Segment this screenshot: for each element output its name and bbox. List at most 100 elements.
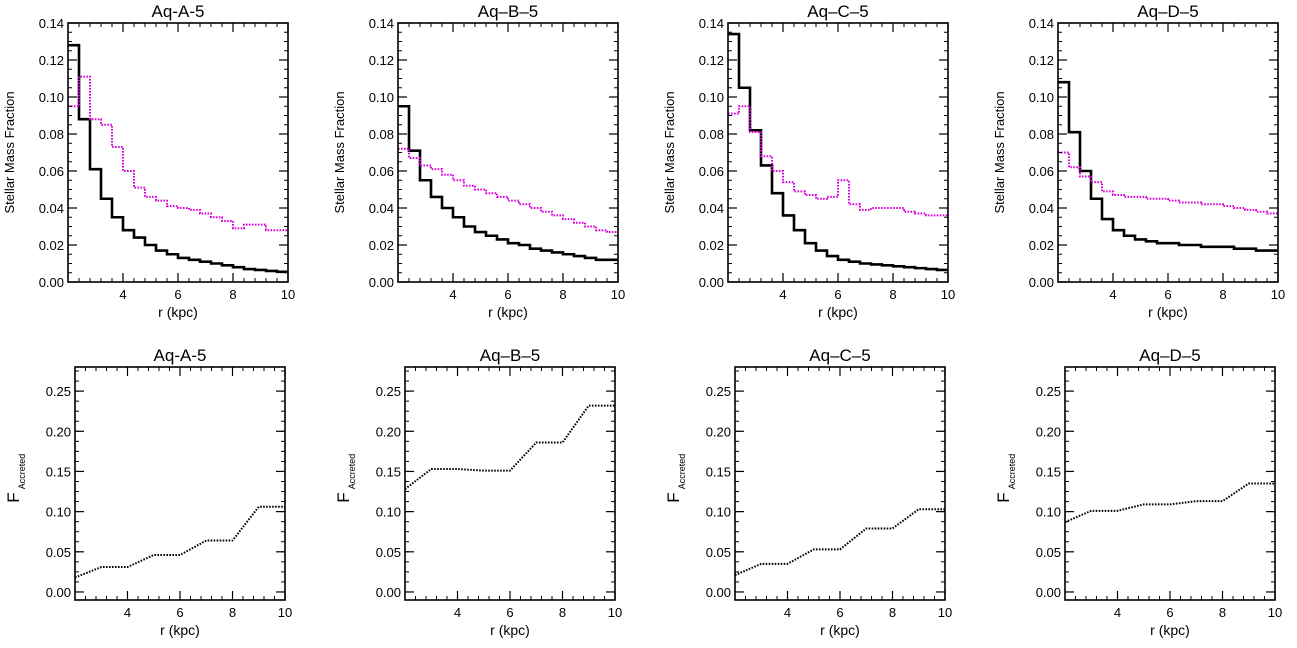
solid-series-line: [68, 45, 288, 272]
y-axis-label: F Accreted: [664, 454, 687, 503]
y-tick-label: 0.10: [39, 90, 64, 105]
plot-frame: [405, 367, 615, 600]
y-tick-label: 0.08: [1029, 127, 1054, 142]
panel-title: Aq–C–5: [809, 346, 870, 365]
y-tick-label: 0.15: [1036, 464, 1061, 479]
y-axis-label-main: F: [994, 492, 1013, 502]
x-tick-label: 8: [1219, 605, 1226, 620]
plot-frame: [68, 23, 288, 282]
panel-title: Aq-A-5: [154, 346, 207, 365]
solid-series-line: [728, 34, 948, 270]
dotted-series-line: [735, 509, 945, 575]
panel-title: Aq–C–5: [807, 2, 868, 21]
panel-4: 4 6 8 100.000.020.040.060.080.100.120.14Aq–…: [992, 2, 1285, 320]
y-tick-label: 0.25: [376, 384, 401, 399]
y-axis-label: Stellar Mass Fraction: [662, 91, 677, 213]
y-tick-label: 0.10: [699, 90, 724, 105]
x-axis-label: r (kpc): [490, 622, 530, 638]
x-axis-label: r (kpc): [1148, 304, 1188, 320]
y-tick-label: 0.20: [46, 424, 71, 439]
x-tick-label: 6: [836, 605, 843, 620]
x-tick-label: 10: [1271, 287, 1285, 302]
panel-title: Aq–D–5: [1139, 346, 1200, 365]
panel-title: Aq–B–5: [480, 346, 541, 365]
x-tick-label: 8: [229, 605, 236, 620]
y-tick-label: 0.08: [699, 127, 724, 142]
y-axis-label-subscript: Accreted: [347, 454, 357, 490]
y-tick-label: 0.02: [369, 238, 394, 253]
y-tick-label: 0.14: [1029, 16, 1054, 31]
x-tick-label: 8: [889, 287, 896, 302]
x-axis-label: r (kpc): [488, 304, 528, 320]
panel-1: 4 6 8 10 0.00 0.02 0.04 0.06 0.08 0.10 0.12 0.14 Aq-…: [2, 2, 295, 320]
y-tick-label: 0.08: [369, 127, 394, 142]
y-tick-label: 0.00: [1029, 275, 1054, 290]
x-tick-label: 4: [449, 287, 456, 302]
panel-title: Aq-A-5: [152, 2, 205, 21]
y-tick-label: 0.14: [699, 16, 724, 31]
y-tick-label: 0.10: [1029, 90, 1054, 105]
y-tick-label: 0.12: [1029, 53, 1054, 68]
x-tick-label: 4: [1114, 605, 1121, 620]
x-tick-label: 10: [611, 287, 625, 302]
panel-7: 4 6 8 10 0.00 0.05 0.10 0.15 0.20 0.25 Aq–C–5 r (kp…: [664, 346, 952, 638]
panel-8: 4 6 8 10 0.00 0.05 0.10 0.15 0.20 0.25 Aq–D–5 r (kp…: [994, 346, 1282, 638]
panel-3: 4 6 8 10 0.00 0.02 0.04 0.06 0.08 0.10 0.12 0.14 Aq–…: [662, 2, 955, 320]
y-tick-label: 0.06: [1029, 164, 1054, 179]
x-tick-label: 6: [1164, 287, 1171, 302]
x-axis-label: r (kpc): [160, 622, 200, 638]
y-tick-label: 0.25: [1036, 384, 1061, 399]
y-tick-label: 0.00: [46, 585, 71, 600]
x-tick-label: 10: [281, 287, 295, 302]
y-tick-label: 0.05: [706, 545, 731, 560]
x-tick-label: 4: [784, 605, 791, 620]
panel-6: 4 6 8 10 0.00 0.05 0.10 0.15 0.20 0.25 Aq–B–5 r (kp…: [334, 346, 622, 638]
x-tick-label: 4: [779, 287, 786, 302]
plot-frame: [75, 367, 285, 600]
y-axis-label-main: F: [4, 492, 23, 502]
y-axis-label: Stellar Mass Fraction: [332, 91, 347, 213]
y-tick-label: 0.10: [706, 505, 731, 520]
y-tick-label: 0.08: [39, 127, 64, 142]
y-tick-label: 0.00: [369, 275, 394, 290]
y-tick-label: 0.25: [706, 384, 731, 399]
x-axis-label: r (kpc): [158, 304, 198, 320]
x-tick-label: 8: [1219, 287, 1226, 302]
y-tick-label: 0.12: [369, 53, 394, 68]
y-tick-label: 0.15: [376, 464, 401, 479]
x-axis-label: r (kpc): [1150, 622, 1190, 638]
y-tick-label: 0.02: [1029, 238, 1054, 253]
x-tick-label: 6: [506, 605, 513, 620]
x-tick-label: 4: [119, 287, 126, 302]
panel-5: 4 6 8 100.000.050.100.150.200.25Aq-A-5r (kp…: [4, 346, 292, 638]
y-axis-label: F Accreted: [334, 454, 357, 503]
y-axis-label-main: F: [664, 492, 683, 502]
x-axis-label: r (kpc): [818, 304, 858, 320]
y-tick-label: 0.10: [1036, 505, 1061, 520]
y-tick-label: 0.04: [1029, 201, 1054, 216]
y-tick-label: 0.14: [369, 16, 394, 31]
panel-2: 4 6 8 10 0.00 0.02 0.04 0.06 0.08 0.10 0.12 0.14 Aq–…: [332, 2, 625, 320]
y-tick-label: 0.25: [46, 384, 71, 399]
y-tick-label: 0.06: [699, 164, 724, 179]
dotted-series-line: [75, 507, 285, 578]
x-tick-label: 6: [504, 287, 511, 302]
y-tick-label: 0.10: [369, 90, 394, 105]
panel-title: Aq–D–5: [1137, 2, 1198, 21]
y-tick-label: 0.14: [39, 16, 64, 31]
x-tick-label: 8: [889, 605, 896, 620]
x-tick-label: 6: [176, 605, 183, 620]
x-tick-label: 8: [559, 287, 566, 302]
x-tick-label: 8: [229, 287, 236, 302]
x-tick-label: 10: [1268, 605, 1282, 620]
x-tick-label: 6: [1166, 605, 1173, 620]
y-tick-label: 0.15: [706, 464, 731, 479]
x-tick-label: 6: [174, 287, 181, 302]
x-tick-label: 10: [608, 605, 622, 620]
dotted-series-line: [405, 406, 615, 490]
y-tick-label: 0.05: [376, 545, 401, 560]
y-axis-label: F Accreted: [4, 454, 27, 503]
x-axis-label: r (kpc): [820, 622, 860, 638]
x-tick-label: 10: [938, 605, 952, 620]
x-tick-label: 4: [454, 605, 461, 620]
